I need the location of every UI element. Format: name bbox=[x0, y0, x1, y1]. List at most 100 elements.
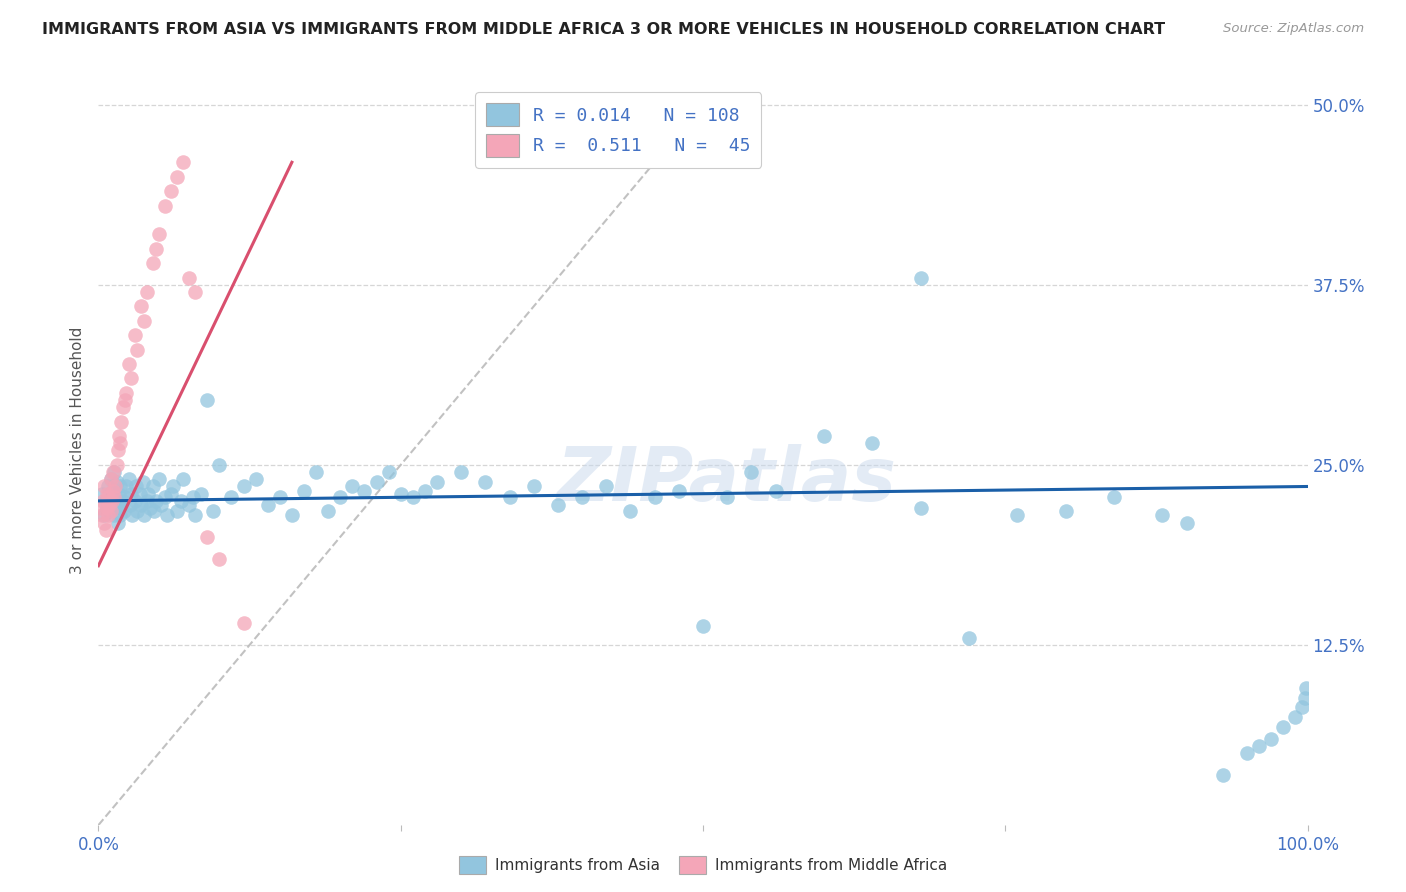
Point bbox=[232, 479, 254, 493]
Point bbox=[94, 494, 117, 508]
Legend: R = 0.014   N = 108, R =  0.511   N =  45: R = 0.014 N = 108, R = 0.511 N = 45 bbox=[475, 93, 762, 168]
Point bbox=[1272, 720, 1295, 734]
Point bbox=[108, 429, 131, 443]
Point bbox=[115, 479, 138, 493]
Point bbox=[595, 479, 617, 493]
Point bbox=[100, 472, 122, 486]
Point bbox=[619, 504, 641, 518]
Point bbox=[134, 508, 156, 523]
Point bbox=[245, 472, 267, 486]
Point bbox=[101, 465, 124, 479]
Point bbox=[100, 494, 122, 508]
Point bbox=[142, 256, 165, 270]
Point bbox=[114, 392, 136, 407]
Point bbox=[139, 501, 162, 516]
Point bbox=[108, 486, 131, 500]
Point bbox=[1249, 739, 1271, 753]
Point bbox=[208, 458, 231, 472]
Point bbox=[143, 504, 166, 518]
Point bbox=[129, 498, 152, 512]
Text: Source: ZipAtlas.com: Source: ZipAtlas.com bbox=[1223, 22, 1364, 36]
Point bbox=[1284, 710, 1306, 724]
Point bbox=[96, 501, 118, 516]
Point bbox=[202, 504, 225, 518]
Point bbox=[740, 465, 762, 479]
Point bbox=[103, 465, 125, 479]
Point bbox=[153, 198, 176, 212]
Point bbox=[184, 285, 207, 299]
Point bbox=[153, 490, 176, 504]
Point bbox=[342, 479, 364, 493]
Point bbox=[450, 465, 472, 479]
Point bbox=[91, 494, 114, 508]
Point bbox=[292, 483, 315, 498]
Point bbox=[910, 270, 932, 285]
Point bbox=[105, 494, 128, 508]
Point bbox=[132, 475, 155, 490]
Point bbox=[107, 443, 129, 458]
Point bbox=[111, 494, 134, 508]
Point bbox=[118, 357, 141, 371]
Point bbox=[100, 472, 122, 486]
Point bbox=[1260, 731, 1282, 746]
Point bbox=[107, 516, 129, 530]
Point bbox=[124, 328, 146, 343]
Point bbox=[765, 483, 787, 498]
Point bbox=[120, 486, 142, 500]
Point bbox=[148, 472, 170, 486]
Point bbox=[353, 483, 375, 498]
Point bbox=[124, 494, 146, 508]
Point bbox=[103, 490, 125, 504]
Point bbox=[136, 486, 159, 500]
Point bbox=[1236, 746, 1258, 760]
Point bbox=[1294, 691, 1316, 706]
Point bbox=[135, 285, 157, 299]
Point bbox=[118, 472, 141, 486]
Point bbox=[135, 494, 157, 508]
Point bbox=[145, 494, 167, 508]
Point bbox=[101, 483, 124, 498]
Point bbox=[232, 616, 254, 631]
Point bbox=[105, 458, 128, 472]
Point bbox=[98, 498, 121, 512]
Point bbox=[97, 479, 120, 493]
Point bbox=[523, 479, 546, 493]
Point bbox=[112, 504, 135, 518]
Point bbox=[221, 490, 243, 504]
Point bbox=[377, 465, 399, 479]
Point bbox=[160, 486, 183, 500]
Point bbox=[716, 490, 738, 504]
Point bbox=[108, 508, 131, 523]
Point bbox=[127, 504, 149, 518]
Point bbox=[101, 483, 124, 498]
Point bbox=[329, 490, 352, 504]
Point bbox=[195, 530, 218, 544]
Point bbox=[169, 494, 191, 508]
Point bbox=[91, 508, 114, 523]
Point bbox=[172, 155, 194, 169]
Point bbox=[100, 498, 122, 512]
Point bbox=[281, 508, 304, 523]
Point bbox=[162, 479, 184, 493]
Point bbox=[316, 504, 339, 518]
Point bbox=[692, 619, 714, 633]
Point bbox=[129, 299, 152, 313]
Point bbox=[181, 490, 204, 504]
Point bbox=[93, 516, 115, 530]
Point bbox=[115, 385, 138, 400]
Point bbox=[498, 490, 520, 504]
Point bbox=[1152, 508, 1174, 523]
Point bbox=[93, 508, 115, 523]
Point bbox=[179, 498, 201, 512]
Point bbox=[128, 486, 150, 500]
Point bbox=[957, 631, 980, 645]
Point bbox=[256, 498, 278, 512]
Point bbox=[547, 498, 569, 512]
Point bbox=[91, 486, 114, 500]
Point bbox=[120, 371, 142, 385]
Point bbox=[160, 184, 183, 198]
Point bbox=[150, 498, 173, 512]
Point bbox=[366, 475, 388, 490]
Point bbox=[1295, 681, 1317, 696]
Point bbox=[148, 227, 170, 242]
